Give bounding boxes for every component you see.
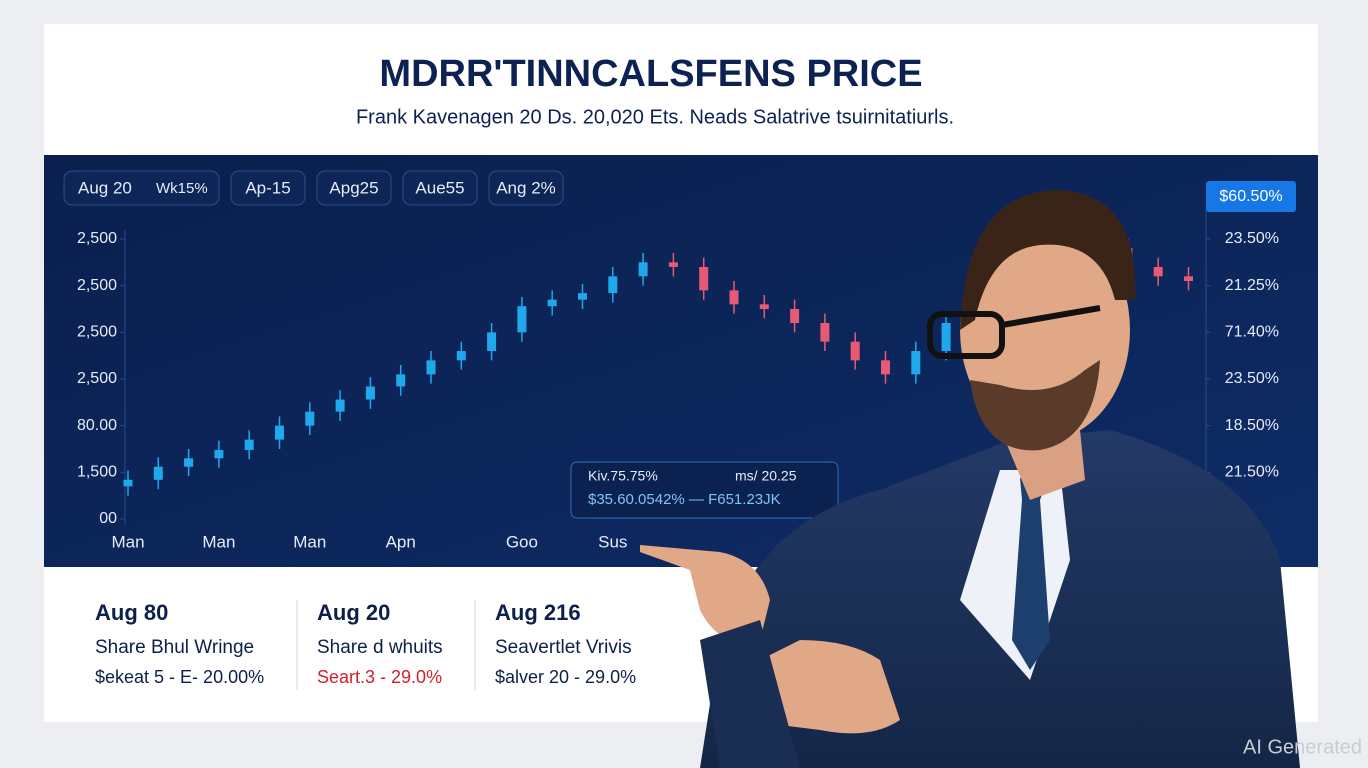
stat-date: Aug 80 — [95, 600, 168, 625]
tab-date: Ang 2% — [496, 178, 556, 197]
stat-date: Aug 216 — [495, 600, 581, 625]
candle-body — [941, 323, 951, 351]
candle-body — [396, 374, 406, 387]
tab — [488, 170, 564, 206]
y-tick-label: 80.00 — [77, 417, 117, 434]
tab — [402, 170, 478, 206]
tab — [230, 170, 306, 206]
candle-body — [547, 299, 557, 307]
candle-body — [305, 411, 315, 426]
x-tick-label: Man — [111, 532, 144, 551]
tab-date: Ap-15 — [245, 178, 290, 197]
badge — [1206, 181, 1296, 212]
tooltip-text: $35.60.0542% — F651.23JK — [588, 491, 781, 508]
candle-body — [729, 290, 739, 305]
badge-text: $60.50% — [1219, 188, 1282, 205]
presenter — [640, 190, 1300, 768]
title: MDRR'TINNCALSFENS PRICE — [379, 53, 922, 95]
candle-body — [638, 262, 648, 277]
candle-body — [365, 386, 375, 400]
watermark: AI Generated — [1243, 736, 1362, 758]
x-tick-label: Man — [202, 532, 235, 551]
candle-body — [1153, 267, 1163, 277]
y2-tick-label: 23.50% — [1225, 370, 1279, 387]
y-tick-label: 2,500 — [77, 277, 117, 294]
x-tick-label: Sus — [598, 532, 627, 551]
tab-date: Apg25 — [329, 178, 378, 197]
candle-body — [214, 449, 224, 459]
x-tick-label: Apn — [386, 532, 416, 551]
candle-body — [850, 341, 860, 361]
tooltip-text: Kiv.75.75% — [588, 468, 658, 484]
candle-body — [578, 293, 587, 300]
stat-value: Seart.3 - 29.0% — [317, 667, 442, 687]
candle-body — [123, 479, 133, 487]
candle-body — [426, 360, 436, 375]
tab-date: Aue55 — [415, 178, 464, 197]
stat-value: $alver 20 - 29.0% — [495, 667, 636, 687]
tab-date: Aug 20 — [78, 178, 132, 197]
y-tick-label: 2,500 — [77, 324, 117, 341]
tooltip-text: ms/ 20.25 — [735, 468, 797, 484]
y2-tick-label: 71.40% — [1225, 324, 1279, 341]
stat-label: Share d whuits — [317, 637, 443, 658]
candle-body — [456, 351, 466, 361]
candle-body — [184, 458, 194, 467]
tooltip — [570, 461, 839, 519]
subtitle: Frank Kavenagen 20 Ds. 20,020 Ets. Neads… — [356, 106, 954, 128]
y-tick-label: 2,500 — [77, 370, 117, 387]
candle-body — [668, 262, 678, 267]
candle-body — [820, 323, 830, 342]
stat-date: Aug 20 — [317, 600, 390, 625]
candle-body — [244, 439, 254, 450]
candle-body — [608, 276, 618, 294]
candle-body — [335, 399, 345, 412]
tab-value: Wk15% — [156, 180, 208, 197]
candle-body — [487, 332, 497, 351]
y-tick-label: 2,500 — [77, 230, 117, 247]
candle-body — [911, 351, 921, 375]
tab — [316, 170, 392, 206]
y2-tick-label: 18.50% — [1225, 417, 1279, 434]
tab — [63, 170, 220, 206]
stat-label: Share Bhul Wringe — [95, 637, 254, 658]
candle-body — [153, 466, 163, 480]
x-tick-label: Goo — [506, 532, 538, 551]
candle-body — [699, 267, 709, 291]
stat-label: Seavertlet Vrivis — [495, 637, 632, 658]
x-tick-label: Man — [293, 532, 326, 551]
candle-body — [759, 304, 769, 309]
candle-body — [790, 309, 800, 323]
stat-value: $ekeat 5 - E- 20.00% — [95, 667, 264, 687]
candle-body — [517, 306, 527, 333]
candle-body — [1184, 276, 1193, 281]
candle-body — [275, 425, 284, 440]
y-tick-label: 1,500 — [77, 464, 117, 481]
y2-tick-label: 21.25% — [1225, 277, 1279, 294]
y-tick-label: 00 — [99, 510, 117, 527]
y2-tick-label: 23.50% — [1225, 230, 1279, 247]
overlay: 00 1,500 80.00 2,500 2,500 2,500 2,500 21.50% 18… — [63, 170, 1296, 690]
candle-body — [881, 360, 890, 375]
y2-tick-label: 21.50% — [1225, 464, 1279, 481]
